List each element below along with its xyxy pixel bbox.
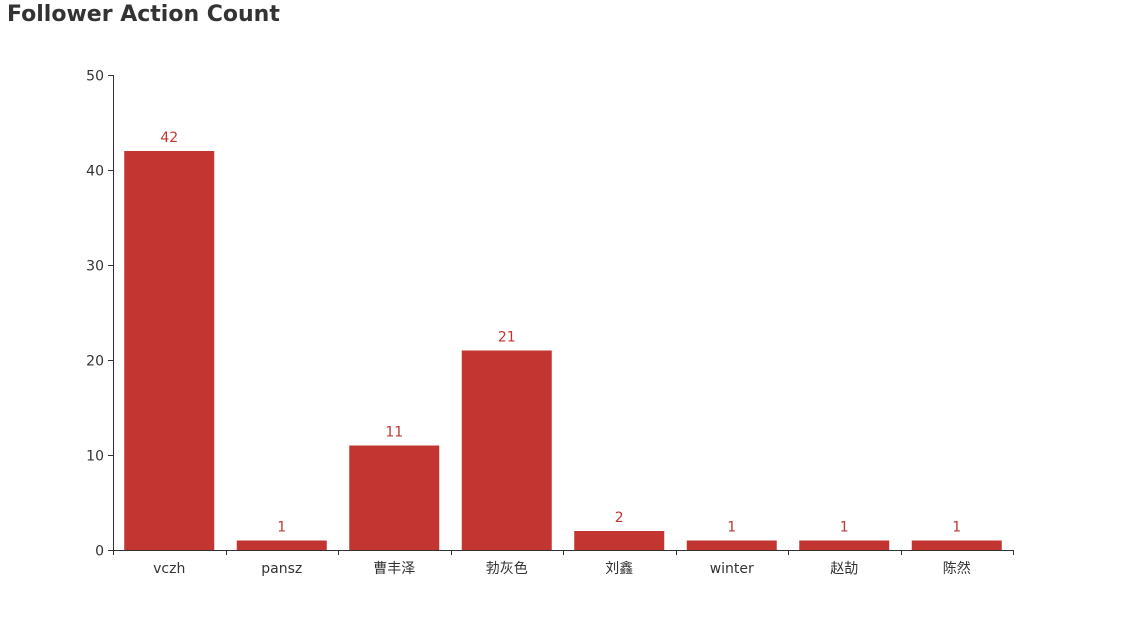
- bar[interactable]: [574, 531, 665, 550]
- x-tick-label: 刘鑫: [605, 560, 633, 577]
- x-tick-label: 赵劼: [830, 561, 858, 577]
- bar-value-label: 21: [498, 330, 516, 346]
- y-tick-label: 10: [86, 449, 104, 465]
- bar[interactable]: [461, 350, 552, 551]
- bar-value-label: 1: [952, 520, 961, 536]
- bar-value-label: 2: [615, 510, 624, 526]
- bar[interactable]: [236, 540, 327, 551]
- bar-value-label: 1: [840, 520, 849, 536]
- x-tick-label: 勃灰色: [486, 560, 528, 577]
- y-tick-label: 40: [86, 164, 104, 180]
- y-tick-label: 30: [86, 259, 104, 275]
- bars: [124, 151, 1002, 550]
- x-tick-label: pansz: [261, 561, 302, 577]
- y-tick-label: 50: [86, 69, 104, 85]
- bar[interactable]: [799, 540, 890, 551]
- bar[interactable]: [911, 540, 1002, 551]
- x-tick-label: 陈然: [943, 560, 971, 577]
- x-axis: vczh pansz 曹丰泽 勃灰色 刘鑫 winter 赵劼 陈然: [113, 550, 1014, 577]
- bar-value-label: 42: [160, 130, 178, 146]
- y-tick-label: 0: [95, 544, 104, 560]
- bar-value-label: 1: [727, 520, 736, 536]
- x-tick-label: 曹丰泽: [373, 561, 415, 577]
- bar-value-label: 11: [385, 425, 403, 441]
- chart-title: Follower Action Count: [7, 2, 280, 27]
- bar-value-label: 1: [277, 520, 286, 536]
- y-tick-label: 20: [86, 354, 104, 370]
- x-tick-label: vczh: [153, 561, 185, 577]
- bar[interactable]: [124, 151, 215, 550]
- bar[interactable]: [349, 445, 440, 551]
- x-tick-label: winter: [710, 561, 754, 577]
- y-axis: 0 10 20 30 40 50: [86, 69, 114, 560]
- bar[interactable]: [686, 540, 777, 551]
